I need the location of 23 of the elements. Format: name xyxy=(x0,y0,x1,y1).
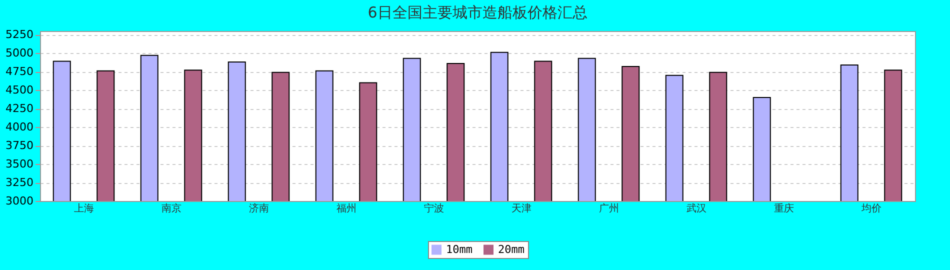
x-tick-label: 福州 xyxy=(336,202,356,214)
legend-label: 20mm xyxy=(498,242,525,256)
x-tick-label: 武汉 xyxy=(686,202,706,214)
x-tick-label: 宁波 xyxy=(424,202,444,214)
y-tick-label: 3750 xyxy=(6,139,34,152)
y-tick-label: 4500 xyxy=(6,84,34,97)
y-tick-label: 5250 xyxy=(6,28,34,42)
y-tick-label: 3500 xyxy=(6,158,34,171)
x-tick-label: 上海 xyxy=(74,202,94,214)
x-tick-label: 天津 xyxy=(511,202,532,214)
y-tick-label: 4250 xyxy=(6,102,34,116)
legend-label: 10mm xyxy=(446,242,473,256)
x-tick-label: 广州 xyxy=(598,202,619,214)
x-tick-label: 济南 xyxy=(248,202,269,214)
y-tick-label: 5000 xyxy=(6,46,34,60)
x-tick-label: 重庆 xyxy=(774,202,794,214)
x-tick-label: 均价 xyxy=(860,202,882,214)
x-tick-label: 南京 xyxy=(161,202,182,214)
y-tick-label: 3000 xyxy=(6,194,34,208)
chart-title: 6日全国主要城市造船板价格汇总 xyxy=(368,4,588,22)
y-tick-label: 3250 xyxy=(6,176,34,190)
y-tick-label: 4750 xyxy=(6,65,34,78)
y-tick-label: 4000 xyxy=(6,120,34,134)
